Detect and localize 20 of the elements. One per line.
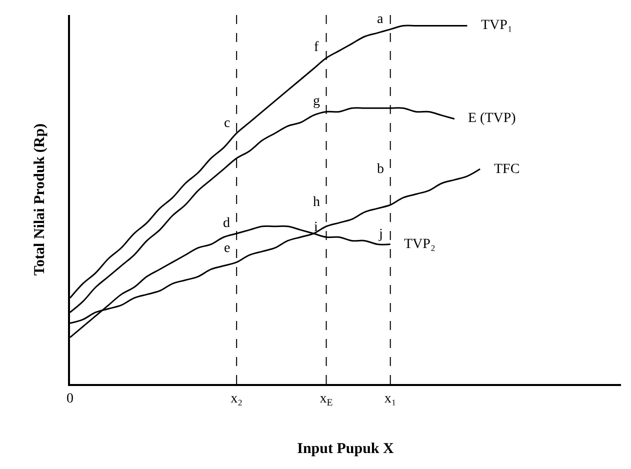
- series-label: E (TVP): [468, 111, 516, 126]
- x-tick-label: x$_{E}$: [320, 392, 333, 408]
- x-axis-title: Input Pupuk X: [297, 440, 394, 457]
- series-label: TVP₁: [481, 18, 512, 33]
- y-axis-title: Total Nilai Produk (Rp): [32, 123, 48, 276]
- x-tick-label: 0: [66, 392, 74, 407]
- annotation: h: [313, 195, 320, 210]
- annotation: f: [314, 40, 319, 55]
- annotation: a: [377, 12, 384, 27]
- annotation: g: [313, 94, 320, 109]
- annotation: j: [378, 227, 383, 242]
- annotation: c: [224, 116, 230, 131]
- annotation: e: [224, 241, 230, 256]
- annotation: i: [314, 220, 318, 235]
- annotation: d: [223, 216, 230, 231]
- annotation: b: [377, 162, 384, 177]
- series-label: TVP₂: [404, 237, 436, 252]
- series-label: TFC: [494, 162, 520, 177]
- x-tick-label: x₂: [230, 392, 243, 407]
- x-tick-label: x₁: [384, 392, 396, 407]
